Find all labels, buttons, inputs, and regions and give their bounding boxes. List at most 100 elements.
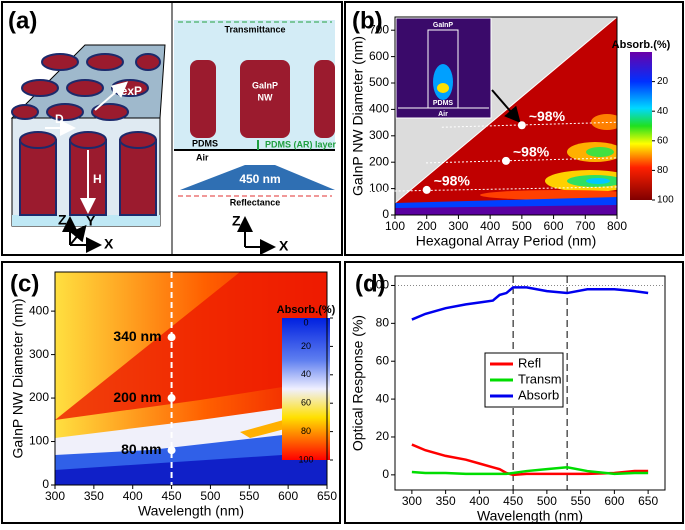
y-tick-label: 200 bbox=[369, 154, 389, 168]
panel-label: (a) bbox=[8, 7, 37, 34]
marker-label: 80 nm bbox=[121, 441, 161, 457]
marker bbox=[502, 156, 510, 165]
nanowire bbox=[314, 60, 335, 138]
y-tick-label: 100 bbox=[369, 278, 389, 292]
label: PDMS (AR) layer bbox=[265, 139, 337, 149]
marker bbox=[422, 185, 431, 194]
nanowire bbox=[240, 60, 290, 138]
colorbar-tick-label: 100 bbox=[298, 454, 313, 464]
colorbar-tick-label: 40 bbox=[657, 106, 669, 117]
x-tick-label: 300 bbox=[402, 494, 422, 508]
x-tick-label: 400 bbox=[469, 494, 489, 508]
label: Reflectance bbox=[230, 197, 281, 207]
x-tick-label: 350 bbox=[436, 494, 456, 508]
panel-frame bbox=[344, 261, 684, 524]
marker bbox=[167, 394, 176, 403]
label: D bbox=[55, 112, 64, 126]
marker-label: 340 nm bbox=[113, 328, 161, 344]
incident-light bbox=[180, 165, 335, 190]
inset-arrow bbox=[491, 89, 521, 124]
x-tick-label: 200 bbox=[417, 219, 437, 233]
colorbar-tick-label: 80 bbox=[301, 426, 311, 436]
x-tick-label: 300 bbox=[45, 489, 65, 503]
contour bbox=[346, 186, 618, 193]
label: 450 nm bbox=[239, 172, 280, 186]
x-axis-label: Wavelength (nm) bbox=[138, 503, 244, 519]
label: Z bbox=[232, 213, 241, 229]
y-tick-label: 600 bbox=[369, 49, 389, 63]
legend-label: Absorb bbox=[518, 387, 559, 402]
y-tick-label: 300 bbox=[29, 347, 49, 361]
hexp-arrow bbox=[94, 81, 129, 111]
label: GaInP bbox=[252, 80, 278, 90]
label: X bbox=[279, 238, 289, 254]
colorbar-tick-label: 60 bbox=[301, 398, 311, 408]
x-tick-label: 800 bbox=[607, 219, 627, 233]
label: HexP bbox=[112, 84, 142, 98]
y-tick-label: 400 bbox=[369, 102, 389, 116]
y-axis-label: Optical Response (%) bbox=[350, 315, 366, 451]
series-line bbox=[411, 286, 649, 321]
label: X bbox=[104, 236, 114, 252]
y-tick-label: 20 bbox=[376, 429, 390, 443]
colorbar-tick-label: 100 bbox=[657, 195, 674, 206]
y-tick-label: 200 bbox=[29, 390, 49, 404]
contour bbox=[441, 121, 618, 128]
x-tick-label: 100 bbox=[385, 219, 405, 233]
y-tick-label: 60 bbox=[376, 353, 390, 367]
label: Y bbox=[86, 213, 96, 229]
marker-label: 200 nm bbox=[113, 389, 161, 405]
x-axis-label: Hexagonal Array Period (nm) bbox=[416, 233, 597, 249]
x-tick-label: 450 bbox=[162, 489, 182, 503]
panel-label: (c) bbox=[10, 270, 39, 297]
label: Transmittance bbox=[224, 24, 285, 34]
y-tick-label: 100 bbox=[369, 181, 389, 195]
heatmap-field bbox=[55, 272, 327, 485]
y-tick-label: 0 bbox=[42, 477, 49, 491]
marker-label: ~98% bbox=[529, 108, 566, 124]
label: H bbox=[93, 172, 102, 186]
x-tick-label: 550 bbox=[239, 489, 259, 503]
plot-frame bbox=[54, 271, 328, 486]
legend-label: Transm bbox=[518, 371, 562, 386]
x-tick-label: 300 bbox=[448, 219, 468, 233]
panel-label: (b) bbox=[352, 7, 383, 34]
marker-label: ~98% bbox=[513, 144, 550, 160]
y-tick-label: 100 bbox=[29, 434, 49, 448]
inset-field bbox=[437, 83, 449, 93]
colorbar-tick-label: 20 bbox=[301, 341, 311, 351]
plot-frame bbox=[394, 16, 618, 216]
y-axis-label: GaInP NW Diameter (nm) bbox=[10, 299, 26, 459]
y-tick-label: 500 bbox=[369, 75, 389, 89]
y-tick-label: 80 bbox=[376, 316, 390, 330]
y-tick-label: 0 bbox=[382, 207, 389, 221]
legend-label: Refl bbox=[518, 355, 541, 370]
x-tick-label: 600 bbox=[544, 219, 564, 233]
x-tick-label: 650 bbox=[638, 494, 658, 508]
colorbar-tick-label: 80 bbox=[657, 165, 669, 176]
x-tick-label: 450 bbox=[503, 494, 523, 508]
colorbar-tick-label: 40 bbox=[301, 369, 311, 379]
inset-label: Air bbox=[438, 111, 448, 118]
x-tick-label: 400 bbox=[480, 219, 500, 233]
cross-section: Transmittance GaInP NW PDMS Air PDMS (AR… bbox=[174, 20, 337, 255]
nanowire bbox=[190, 60, 216, 138]
x-tick-label: 400 bbox=[123, 489, 143, 503]
inset-label: PDMS bbox=[433, 100, 454, 107]
x-axis-label: Wavelength (nm) bbox=[477, 508, 583, 524]
y-tick-label: 40 bbox=[376, 391, 390, 405]
x-tick-label: 700 bbox=[575, 219, 595, 233]
panel-frame bbox=[1, 261, 341, 524]
y-tick-label: 300 bbox=[369, 128, 389, 142]
label: Z bbox=[58, 212, 67, 228]
colorbar-title: Absorb.(%) bbox=[612, 39, 671, 51]
plot-frame bbox=[394, 275, 666, 491]
colorbar-tick-label: 60 bbox=[657, 135, 669, 146]
x-tick-label: 600 bbox=[278, 489, 298, 503]
colorbar-tick-label: 20 bbox=[657, 76, 669, 87]
axes-icon: Z Y X bbox=[58, 212, 114, 253]
label: NW bbox=[258, 92, 273, 102]
panel-frame bbox=[344, 1, 684, 256]
